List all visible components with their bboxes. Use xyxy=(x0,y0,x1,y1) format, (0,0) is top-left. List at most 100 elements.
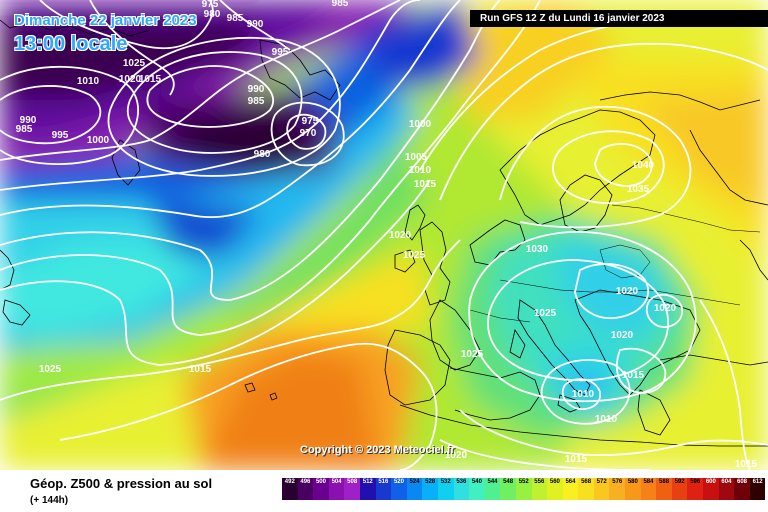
legend-value: 600 xyxy=(705,479,716,485)
legend-swatch: 604 xyxy=(718,478,735,500)
isobar-label: 1015 xyxy=(565,454,588,465)
isobar-label: 1015 xyxy=(622,370,645,381)
legend-swatch: 540 xyxy=(469,478,485,500)
isobar-label: 980 xyxy=(254,149,271,160)
legend-swatch: 520 xyxy=(391,478,407,500)
isobar-label: 1010 xyxy=(409,165,432,176)
legend-swatch: 504 xyxy=(328,478,345,500)
legend-swatch: 492 xyxy=(282,478,298,500)
map-product-title: Géop. Z500 & pression au sol xyxy=(30,476,213,491)
isobar-label: 1015 xyxy=(189,364,212,375)
legend-swatch: 572 xyxy=(593,478,610,500)
isobar-label: 995 xyxy=(272,47,289,58)
legend-swatch: 564 xyxy=(562,478,579,500)
legend-value: 496 xyxy=(300,479,311,485)
isobar-label: 1010 xyxy=(572,389,595,400)
isobar-label: 1025 xyxy=(39,364,62,375)
isobar-label: 1010 xyxy=(77,76,100,87)
legend-swatch: 584 xyxy=(640,478,657,500)
isobar-label: 980 xyxy=(204,9,221,20)
forecast-date: Dimanche 22 janvier 2023 xyxy=(14,12,197,29)
legend-swatch: 608 xyxy=(734,478,750,500)
legend-value: 604 xyxy=(721,479,732,485)
legend-value: 492 xyxy=(284,479,295,485)
legend-swatch: 556 xyxy=(531,478,548,500)
legend-swatch: 524 xyxy=(406,478,423,500)
legend-swatch: 508 xyxy=(344,478,360,500)
model-run-info: Run GFS 12 Z du Lundi 16 janvier 2023 xyxy=(470,10,768,27)
legend-value: 516 xyxy=(378,479,389,485)
isobar-label: 990 xyxy=(20,115,37,126)
color-scale-legend: 492 496 500 504 508 512 516 520 524 528 532 536 540 5… xyxy=(282,478,766,500)
legend-swatch: 580 xyxy=(625,478,641,500)
legend-value: 572 xyxy=(596,479,607,485)
legend-swatch: 548 xyxy=(500,478,516,500)
legend-value: 508 xyxy=(347,479,358,485)
isobar-label: 985 xyxy=(332,0,349,9)
legend-value: 524 xyxy=(409,479,420,485)
isobar-labels: 9859909859809759951025102010151010990985… xyxy=(16,0,758,470)
legend-swatch: 552 xyxy=(515,478,532,500)
legend-swatch: 500 xyxy=(313,478,329,500)
legend-value: 512 xyxy=(362,479,373,485)
legend-value: 612 xyxy=(752,479,763,485)
isobar-label: 1010 xyxy=(595,414,618,425)
coastlines xyxy=(0,19,768,447)
isobar-label: 1020 xyxy=(119,74,142,85)
legend-value: 560 xyxy=(549,479,560,485)
legend-value: 588 xyxy=(659,479,670,485)
legend-swatch: 532 xyxy=(437,478,454,500)
weather-map: 985 990 985 980 975 995 1025 1020 1015 1010 990 985… xyxy=(0,0,768,470)
isobar-label: 1000 xyxy=(87,135,110,146)
isobar-label: 985 xyxy=(227,13,244,24)
isobar-label: 1015 xyxy=(139,74,162,85)
legend-swatch: 544 xyxy=(484,478,501,500)
isobar-label: 975 xyxy=(302,116,319,127)
legend-swatch: 576 xyxy=(609,478,626,500)
isobar-label: 1005 xyxy=(405,152,428,163)
legend-swatch: 536 xyxy=(453,478,470,500)
legend-swatch: 600 xyxy=(703,478,719,500)
legend-value: 556 xyxy=(534,479,545,485)
isobar-label: 1025 xyxy=(534,308,557,319)
isobar-label: 975 xyxy=(202,0,219,10)
legend-value: 504 xyxy=(331,479,342,485)
isobar-label: 1020 xyxy=(445,450,468,461)
legend-swatch: 528 xyxy=(422,478,438,500)
legend-value: 548 xyxy=(503,479,514,485)
legend-swatch: 612 xyxy=(749,478,766,500)
legend-value: 584 xyxy=(643,479,654,485)
isobar-label: 990 xyxy=(248,84,265,95)
isobar-label: 1025 xyxy=(123,58,146,69)
isobar-label: 970 xyxy=(300,128,317,139)
isobar-label: 1030 xyxy=(526,244,549,255)
isobar-label: 1015 xyxy=(735,459,758,470)
legend-swatch: 568 xyxy=(578,478,594,500)
legend-value: 608 xyxy=(737,479,748,485)
legend-swatch: 496 xyxy=(297,478,314,500)
legend-value: 540 xyxy=(471,479,482,485)
isobar-label: 1020 xyxy=(611,330,634,341)
map-footer: Géop. Z500 & pression au sol (+ 144h) 49… xyxy=(0,470,768,512)
legend-value: 536 xyxy=(456,479,467,485)
legend-swatch: 516 xyxy=(375,478,392,500)
geopotential-map-canvas: 9859909859809759951025102010151010990985… xyxy=(0,0,768,470)
forecast-local-time: 13:00 locale xyxy=(14,33,128,55)
forecast-lead-time: (+ 144h) xyxy=(30,495,69,506)
isobar-label: 1040 xyxy=(632,160,655,171)
legend-swatch: 592 xyxy=(671,478,688,500)
isobar-label: 1025 xyxy=(461,349,484,360)
legend-value: 552 xyxy=(518,479,529,485)
geopotential-color-field xyxy=(0,0,768,470)
isobar-label: 1025 xyxy=(403,250,426,261)
legend-value: 520 xyxy=(393,479,404,485)
isobar-label: 1015 xyxy=(414,179,437,190)
legend-value: 592 xyxy=(674,479,685,485)
legend-value: 564 xyxy=(565,479,576,485)
isobar-label: 995 xyxy=(52,130,69,141)
isobar-label: 1020 xyxy=(616,286,639,297)
isobar-label: 985 xyxy=(16,124,33,135)
isobars xyxy=(0,0,768,470)
legend-value: 576 xyxy=(612,479,623,485)
isobar-label: 985 xyxy=(248,96,265,107)
